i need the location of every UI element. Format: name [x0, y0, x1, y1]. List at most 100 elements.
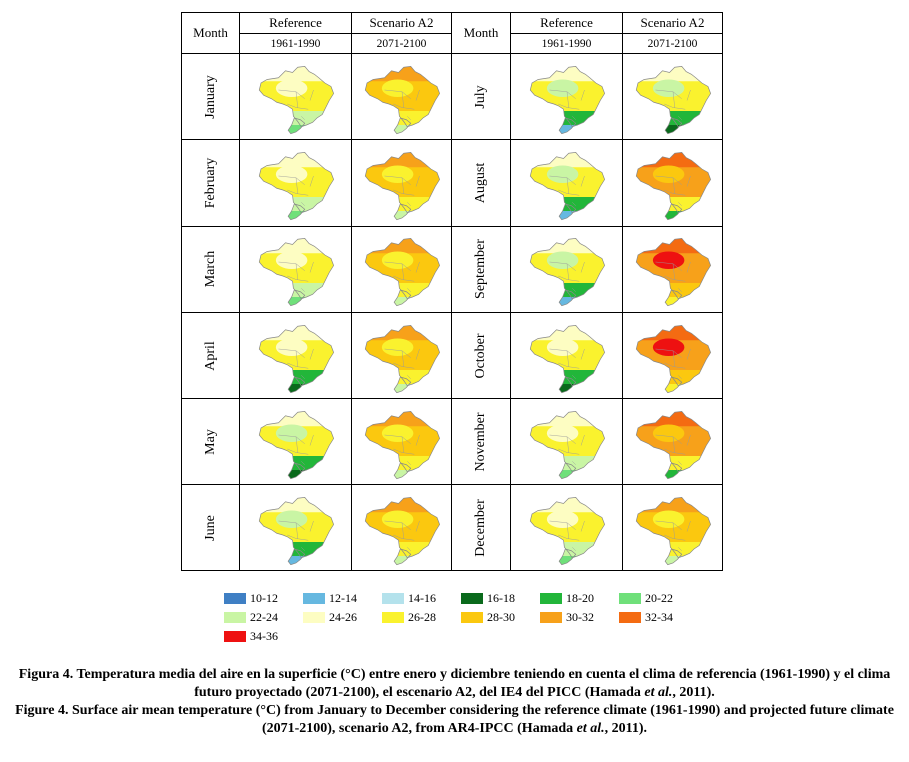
reference-map-cell [239, 225, 352, 313]
brazil-map-right-5-ref [529, 496, 605, 566]
scenario-map-cell [351, 225, 452, 313]
month-label: August [473, 162, 488, 204]
scenario-map-cell [351, 311, 452, 400]
brazil-map-right-5-a2 [635, 496, 712, 566]
brazil-map-right-1-a2 [635, 151, 712, 221]
month-label: October [473, 332, 488, 379]
scenario-period-left: 2071-2100 [351, 33, 452, 54]
scenario-map-cell [622, 52, 723, 141]
reference-map-cell [239, 398, 352, 486]
scenario-period-right: 2071-2100 [622, 33, 723, 54]
month-label: May [202, 428, 218, 455]
figure-row: January July [181, 52, 723, 141]
reference-header-left: Reference [239, 12, 352, 34]
figure-row: June December [181, 484, 723, 572]
brazil-map-left-5-a2 [364, 496, 441, 566]
scenario-map-cell [351, 52, 452, 141]
legend-item: 34-36 [224, 628, 278, 643]
month-label: January [202, 74, 218, 119]
scenario-map-cell [622, 484, 723, 572]
legend-swatch [224, 592, 246, 604]
scenario-map-cell [351, 139, 452, 227]
legend-item: 20-22 [619, 591, 673, 605]
figure-row: February August [181, 139, 723, 227]
legend-swatch [303, 592, 325, 604]
month-cell: June [181, 484, 240, 572]
brazil-map-left-1-ref [258, 151, 334, 221]
reference-map-cell [510, 139, 623, 227]
caption-en-etal: et al. [576, 721, 605, 736]
month-label: November [473, 412, 488, 472]
brazil-map-left-0-ref [258, 65, 334, 134]
month-cell: May [181, 398, 240, 486]
legend-swatch [619, 611, 641, 623]
month-label: July [473, 84, 488, 109]
legend-item: 28-30 [461, 610, 515, 624]
month-cell: January [181, 52, 240, 141]
reference-map-cell [510, 484, 623, 572]
figure-caption: Figura 4. Temperatura media del aire en … [0, 666, 909, 738]
scenario-map-cell [622, 311, 723, 400]
reference-map-cell [239, 139, 352, 227]
legend-item: 22-24 [224, 610, 278, 624]
month-header-left: Month [181, 12, 240, 54]
legend-swatch [540, 592, 562, 604]
figure-row: April October [181, 311, 723, 400]
legend-swatch [382, 611, 404, 623]
figure-row: March September [181, 225, 723, 313]
scenario-map-cell [351, 398, 452, 486]
scenario-header-left: Scenario A2 [351, 12, 452, 34]
brazil-map-left-3-a2 [364, 324, 441, 393]
brazil-map-right-0-a2 [635, 65, 712, 134]
reference-map-cell [510, 311, 623, 400]
caption-english: Figure 4. Surface air mean temperature (… [0, 702, 909, 738]
brazil-map-left-4-ref [258, 410, 334, 479]
caption-es-etal: et al. [644, 685, 673, 700]
reference-map-cell [239, 311, 352, 400]
legend-swatch [303, 611, 325, 623]
scenario-map-cell [622, 225, 723, 313]
legend-label: 18-20 [566, 590, 594, 605]
legend-label: 12-14 [329, 590, 357, 605]
month-cell: February [181, 139, 240, 227]
brazil-map-right-2-a2 [635, 238, 712, 307]
brazil-map-right-2-ref [529, 238, 605, 307]
legend-swatch [619, 592, 641, 604]
reference-map-cell [510, 398, 623, 486]
month-cell: March [181, 225, 240, 313]
month-label: December [473, 499, 488, 557]
legend-item: 10-12 [224, 591, 278, 605]
brazil-map-right-0-ref [529, 65, 605, 134]
caption-spanish: Figura 4. Temperatura media del aire en … [0, 666, 909, 702]
month-label: March [202, 250, 218, 288]
month-cell: July [451, 52, 511, 141]
scenario-map-cell [622, 139, 723, 227]
brazil-map-left-0-a2 [364, 65, 441, 134]
brazil-map-left-2-a2 [364, 238, 441, 307]
caption-en-end: , 2011). [604, 721, 648, 736]
brazil-map-left-5-ref [258, 496, 334, 566]
month-cell: September [451, 225, 511, 313]
brazil-map-right-4-a2 [635, 410, 712, 479]
legend-label: 14-16 [408, 590, 436, 605]
legend-item: 26-28 [382, 610, 436, 624]
month-header-right: Month [451, 12, 511, 54]
brazil-map-left-2-ref [258, 238, 334, 307]
legend-label: 24-26 [329, 609, 357, 624]
reference-map-cell [510, 52, 623, 141]
reference-map-cell [239, 52, 352, 141]
legend-item: 24-26 [303, 609, 357, 624]
temperature-legend: 10-12 12-14 14-16 16-18 18-20 20-22 22-24 24-26… [224, 590, 694, 652]
legend-swatch [224, 611, 246, 623]
legend-swatch [382, 592, 404, 604]
caption-es-label: Figura 4. [18, 667, 74, 682]
month-cell: November [451, 398, 511, 486]
reference-period-left: 1961-1990 [239, 33, 352, 54]
legend-swatch [224, 630, 246, 642]
legend-label: 34-36 [250, 628, 278, 643]
scenario-map-cell [622, 398, 723, 486]
legend-item: 12-14 [303, 590, 357, 605]
brazil-map-right-3-ref [529, 324, 605, 393]
month-label: June [202, 515, 218, 541]
legend-label: 16-18 [487, 590, 515, 605]
